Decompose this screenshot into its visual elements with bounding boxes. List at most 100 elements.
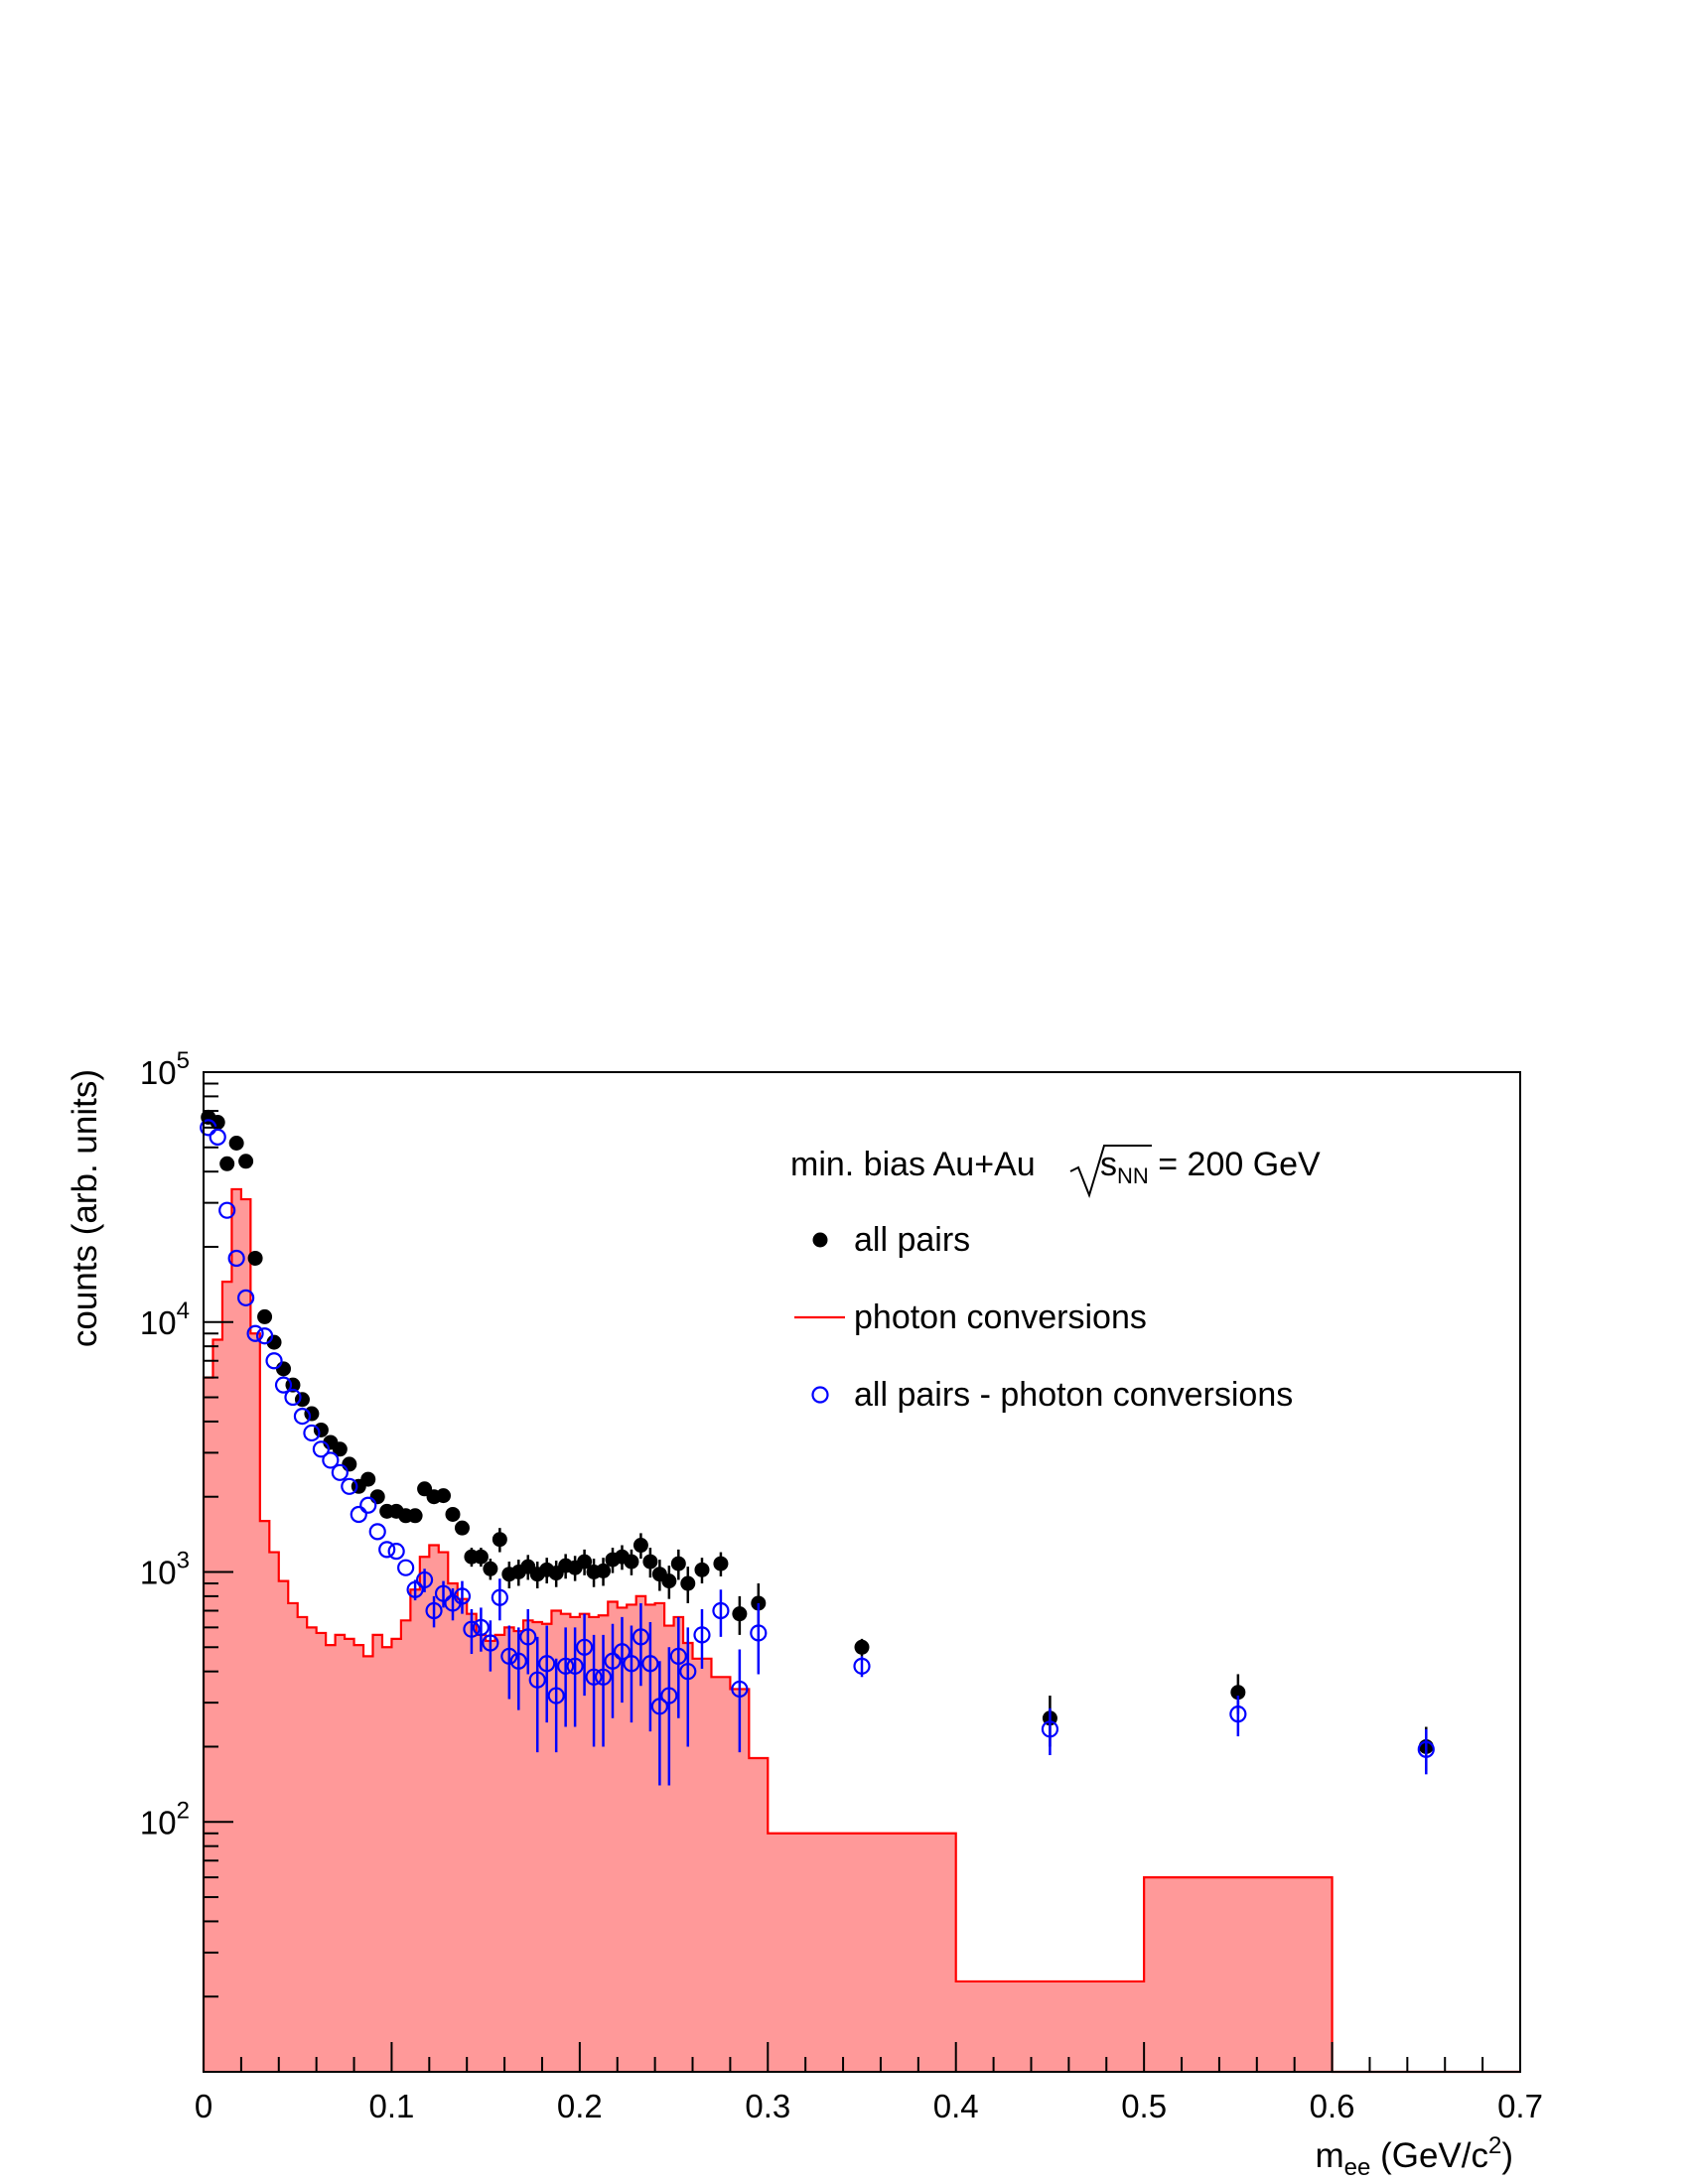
data-point [257, 1308, 273, 1324]
data-point [483, 1561, 498, 1576]
data-point [596, 1563, 612, 1578]
data-point [500, 1647, 518, 1666]
header-text: min. bias Au+Au [790, 1146, 1036, 1183]
x-tick-label: 0.6 [1310, 2088, 1355, 2124]
data-point [368, 1523, 386, 1541]
x-tick-label: 0.3 [745, 2088, 790, 2124]
data-point [247, 1250, 263, 1266]
data-point [276, 1361, 292, 1377]
data-point [425, 1601, 443, 1620]
data-point [509, 1652, 527, 1670]
data-point [331, 1463, 349, 1481]
data-point [228, 1135, 244, 1151]
data-point [265, 1352, 283, 1370]
data-point [303, 1424, 321, 1442]
y-tick-label: 105 [140, 1047, 190, 1091]
tick-labels: 0 0.1 0.2 0.3 0.4 0.5 0.6 0.7 102 103 104 105 [140, 1047, 1543, 2124]
data-point [694, 1562, 710, 1577]
data-point [453, 1587, 472, 1605]
data-point [519, 1628, 537, 1646]
data-point [407, 1508, 423, 1524]
y-tick-label: 103 [140, 1548, 190, 1591]
data-point [633, 1538, 648, 1554]
data-point [661, 1573, 677, 1589]
data-point [218, 1201, 236, 1219]
data-point [210, 1115, 225, 1131]
data-point [284, 1388, 302, 1407]
plot-area [200, 1071, 1521, 2074]
histogram-fill [204, 1188, 1520, 2072]
data-point [566, 1657, 584, 1675]
data-point [482, 1634, 499, 1652]
data-point [342, 1456, 357, 1472]
data-point [669, 1647, 687, 1666]
data-point [557, 1657, 575, 1675]
data-point [406, 1580, 424, 1598]
y-axis-title: counts (arb. units) [66, 1069, 104, 1347]
data-point [304, 1406, 320, 1422]
data-point [415, 1570, 434, 1589]
all-pairs-series [201, 1109, 1434, 1771]
data-point [624, 1554, 639, 1570]
data-point [397, 1559, 415, 1576]
data-point [387, 1543, 405, 1561]
legend-label: all pairs [854, 1221, 970, 1259]
data-point [1417, 1740, 1435, 1758]
data-point [650, 1698, 668, 1715]
subtracted-series [200, 1119, 1435, 1786]
data-point [731, 1680, 749, 1699]
data-point [577, 1554, 593, 1570]
data-point [313, 1422, 329, 1437]
data-point [227, 1249, 245, 1268]
data-point [641, 1655, 659, 1673]
data-point [454, 1520, 470, 1536]
data-point [575, 1638, 594, 1656]
points-layer [200, 1109, 1435, 1786]
data-point [853, 1657, 871, 1675]
data-point [436, 1488, 452, 1504]
data-point [693, 1626, 711, 1644]
data-point [613, 1643, 632, 1661]
data-point [463, 1620, 481, 1638]
data-point [360, 1471, 376, 1487]
data-point [209, 1128, 226, 1146]
data-point [750, 1624, 768, 1642]
data-point [473, 1549, 489, 1565]
data-point [341, 1477, 358, 1495]
data-point [712, 1601, 730, 1620]
data-point [293, 1407, 312, 1426]
data-point [219, 1156, 235, 1171]
data-point [332, 1441, 348, 1457]
data-point [670, 1556, 686, 1571]
legend-label: photon conversions [854, 1298, 1147, 1336]
data-point [434, 1584, 453, 1602]
legend-label: all pairs - photon conversions [854, 1376, 1293, 1414]
data-point [585, 1668, 603, 1686]
data-point [255, 1327, 274, 1345]
data-point [491, 1588, 508, 1606]
sqrt-sign-icon [1069, 1145, 1152, 1199]
data-point [312, 1440, 330, 1458]
data-point [359, 1496, 377, 1514]
data-point [322, 1451, 340, 1469]
data-point [660, 1687, 678, 1705]
data-point [680, 1575, 696, 1591]
x-tick-label: 0.4 [933, 2088, 979, 2124]
data-point [713, 1556, 729, 1571]
data-point [1041, 1720, 1059, 1738]
data-point [679, 1663, 697, 1681]
data-point [369, 1489, 385, 1505]
data-point [604, 1652, 622, 1670]
data-point [274, 1376, 293, 1394]
data-point [246, 1324, 264, 1342]
data-point [378, 1541, 396, 1559]
data-point [528, 1671, 546, 1689]
data-point [594, 1668, 613, 1686]
data-point [472, 1618, 491, 1636]
data-point [732, 1606, 748, 1622]
legend-marker-filled-icon [812, 1232, 828, 1248]
data-point [492, 1532, 507, 1548]
x-tick-label: 0 [195, 2088, 212, 2124]
x-tick-label: 0.7 [1497, 2088, 1543, 2124]
